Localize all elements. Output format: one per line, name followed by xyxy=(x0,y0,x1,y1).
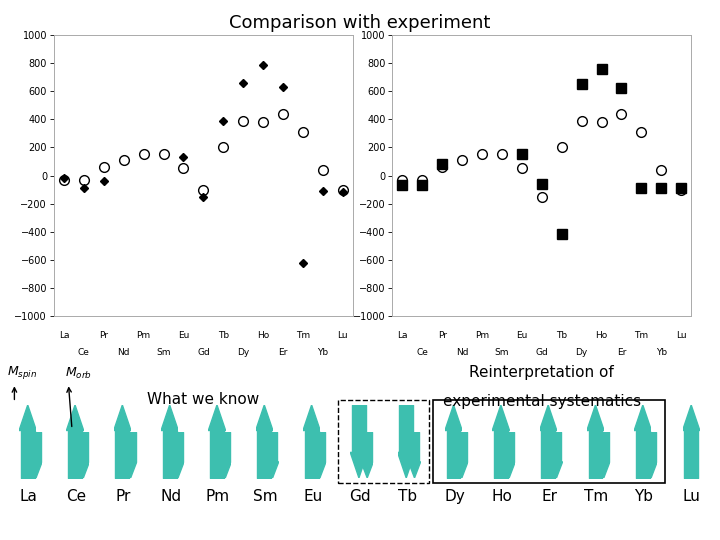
Text: Eu: Eu xyxy=(303,489,323,504)
Polygon shape xyxy=(492,405,510,430)
Text: Tb: Tb xyxy=(217,332,229,340)
Text: Pr: Pr xyxy=(438,332,446,340)
Polygon shape xyxy=(172,462,184,478)
Text: experimental systematics: experimental systematics xyxy=(443,394,641,409)
Polygon shape xyxy=(350,453,367,478)
Text: Ho: Ho xyxy=(492,489,513,504)
Text: Ho: Ho xyxy=(595,332,608,340)
Polygon shape xyxy=(634,405,652,430)
Text: Er: Er xyxy=(279,348,288,357)
Polygon shape xyxy=(683,405,700,430)
Polygon shape xyxy=(303,405,320,430)
Text: Dy: Dy xyxy=(237,348,249,357)
Text: Ce: Ce xyxy=(416,348,428,357)
Text: Ce: Ce xyxy=(78,348,90,357)
Text: Tm: Tm xyxy=(296,332,310,340)
Text: Pm: Pm xyxy=(137,332,150,340)
Text: Sm: Sm xyxy=(253,489,278,504)
Text: Dy: Dy xyxy=(575,348,588,357)
Text: Pr: Pr xyxy=(99,332,108,340)
Text: Tb: Tb xyxy=(556,332,567,340)
Polygon shape xyxy=(256,405,273,430)
Polygon shape xyxy=(587,405,604,430)
Polygon shape xyxy=(66,405,84,430)
Text: Er: Er xyxy=(617,348,626,357)
Polygon shape xyxy=(445,405,462,430)
Text: Gd: Gd xyxy=(536,348,548,357)
Text: $M_{spin}$: $M_{spin}$ xyxy=(7,364,37,381)
Text: Eu: Eu xyxy=(516,332,528,340)
Text: Gd: Gd xyxy=(197,348,210,357)
Text: Eu: Eu xyxy=(178,332,189,340)
Polygon shape xyxy=(645,462,657,478)
Text: Nd: Nd xyxy=(117,348,130,357)
Text: Yb: Yb xyxy=(634,489,653,504)
Polygon shape xyxy=(30,462,42,478)
Polygon shape xyxy=(539,405,557,430)
Text: Lu: Lu xyxy=(676,332,687,340)
Text: Er: Er xyxy=(541,489,557,504)
Polygon shape xyxy=(219,462,231,478)
Polygon shape xyxy=(114,405,131,430)
Text: What we know: What we know xyxy=(148,392,259,407)
Polygon shape xyxy=(314,462,326,478)
Text: Gd: Gd xyxy=(349,489,371,504)
Text: $M_{orb}$: $M_{orb}$ xyxy=(65,366,91,381)
Text: Reinterpretation of: Reinterpretation of xyxy=(469,364,614,380)
Text: La: La xyxy=(20,489,37,504)
Polygon shape xyxy=(19,405,36,430)
Text: Sm: Sm xyxy=(156,348,171,357)
Text: Ho: Ho xyxy=(257,332,269,340)
Polygon shape xyxy=(503,462,516,478)
Polygon shape xyxy=(361,462,373,478)
Text: Lu: Lu xyxy=(683,489,700,504)
Polygon shape xyxy=(77,462,89,478)
Text: Pm: Pm xyxy=(206,489,230,504)
Text: Dy: Dy xyxy=(444,489,465,504)
Text: Pr: Pr xyxy=(116,489,131,504)
Polygon shape xyxy=(125,462,137,478)
Polygon shape xyxy=(397,453,415,478)
Polygon shape xyxy=(456,462,468,478)
Text: La: La xyxy=(59,332,69,340)
Text: Tm: Tm xyxy=(585,489,608,504)
Polygon shape xyxy=(208,405,225,430)
Polygon shape xyxy=(408,462,420,478)
Text: Sm: Sm xyxy=(495,348,509,357)
Text: Ce: Ce xyxy=(66,489,86,504)
Text: Lu: Lu xyxy=(338,332,348,340)
Text: Comparison with experiment: Comparison with experiment xyxy=(229,14,491,31)
Polygon shape xyxy=(266,462,279,478)
Text: La: La xyxy=(397,332,408,340)
Text: Nd: Nd xyxy=(456,348,469,357)
Text: Yb: Yb xyxy=(318,348,328,357)
Text: Nd: Nd xyxy=(160,489,181,504)
Text: Pm: Pm xyxy=(475,332,489,340)
Text: Yb: Yb xyxy=(656,348,667,357)
Polygon shape xyxy=(598,462,610,478)
Polygon shape xyxy=(550,462,562,478)
Polygon shape xyxy=(161,405,179,430)
Text: Tm: Tm xyxy=(634,332,649,340)
Text: Tb: Tb xyxy=(397,489,417,504)
